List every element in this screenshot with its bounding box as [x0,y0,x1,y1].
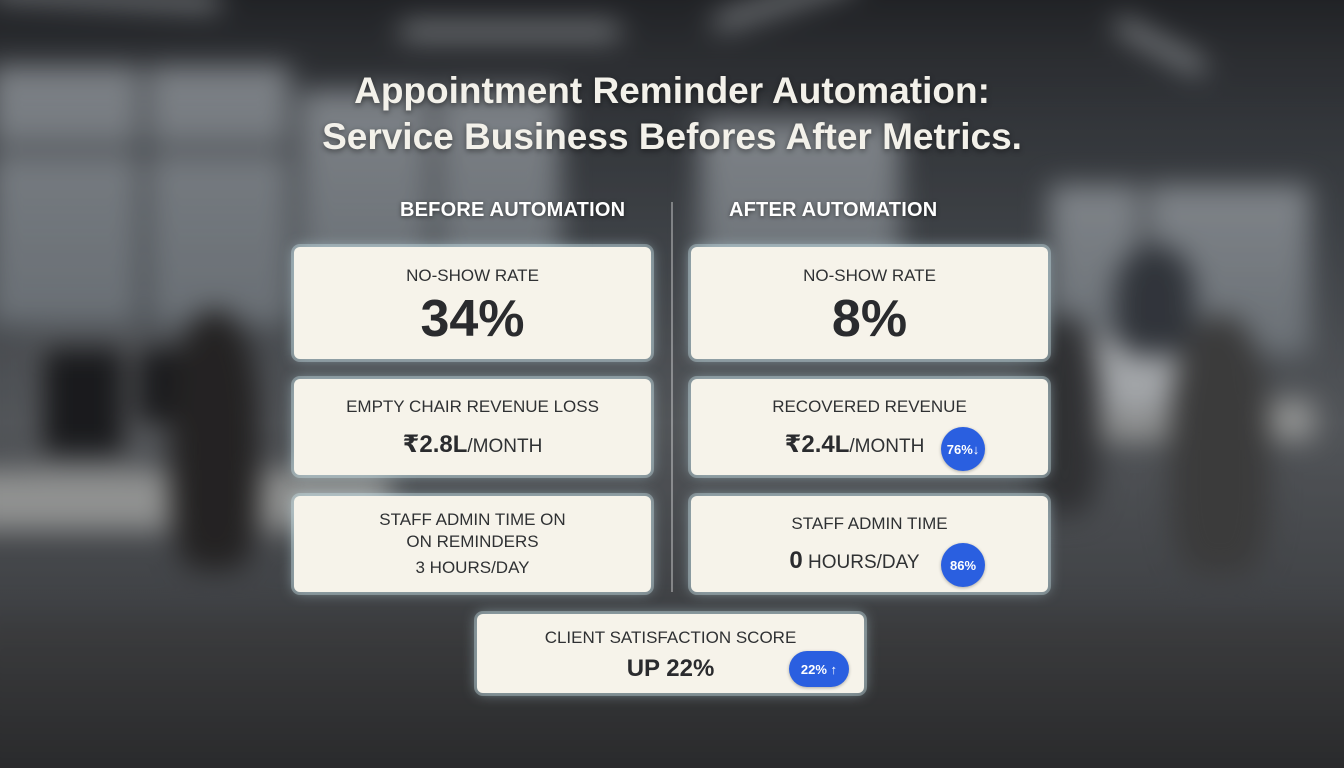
after-recovered-revenue-badge: 76%↓ [941,427,985,471]
after-admin-time-row: 0 HOURS/DAY [691,547,1018,575]
client-satisfaction-card: CLIENT SATISFACTION SCORE UP 22% 22% ↑ [477,614,864,693]
after-recovered-revenue-row: ₹2.4L/MONTH [691,430,1018,459]
before-no-show-label: NO-SHOW RATE [406,266,539,285]
before-revenue-loss-row: ₹2.8L/MONTH [294,430,651,459]
after-admin-time-label: STAFF ADMIN TIME [791,514,948,533]
after-recovered-revenue-card: RECOVERED REVENUE ₹2.4L/MONTH 76%↓ [691,379,1048,475]
before-admin-time-label-2: ON REMINDERS [406,532,539,551]
client-satisfaction-row: UP 22% [477,655,864,683]
column-divider [671,202,673,592]
after-recovered-revenue-label: RECOVERED REVENUE [772,397,967,416]
before-revenue-loss-card: EMPTY CHAIR REVENUE LOSS ₹2.8L/MONTH [294,379,651,475]
before-no-show-value: 34% [420,290,525,348]
after-admin-time-card: STAFF ADMIN TIME 0 HOURS/DAY 86% [691,496,1048,592]
before-admin-time-value: 3 HOURS/DAY [415,558,530,577]
client-satisfaction-label: CLIENT SATISFACTION SCORE [544,628,797,647]
before-revenue-loss-label: EMPTY CHAIR REVENUE LOSS [346,397,599,416]
client-satisfaction-badge: 22% ↑ [789,651,849,687]
after-recovered-revenue-unit: /MONTH [849,436,925,457]
before-no-show-card: NO-SHOW RATE 34% [294,247,651,359]
title-line-1: Appointment Reminder Automation: [354,70,990,111]
before-admin-time-card: STAFF ADMIN TIME ON ON REMINDERS 3 HOURS… [294,496,651,592]
title-line-2: Service Business Befores After Metrics. [322,116,1022,157]
client-satisfaction-value: UP 22% [626,655,715,682]
after-admin-time-badge: 86% [941,543,985,587]
after-admin-time-unit: HOURS/DAY [802,552,920,573]
after-no-show-value: 8% [831,290,908,348]
before-revenue-loss-value: ₹2.8L [402,431,468,458]
before-admin-time-label-1: STAFF ADMIN TIME ON [379,510,566,529]
page-title: Appointment Reminder Automation: Service… [0,68,1344,160]
before-column-heading: BEFORE AUTOMATION [400,199,626,221]
before-revenue-loss-unit: /MONTH [467,436,543,457]
after-admin-time-value: 0 [789,547,803,574]
after-recovered-revenue-value: ₹2.4L [784,431,850,458]
after-column-heading: AFTER AUTOMATION [729,199,938,221]
after-no-show-label: NO-SHOW RATE [803,266,936,285]
after-no-show-card: NO-SHOW RATE 8% [691,247,1048,359]
